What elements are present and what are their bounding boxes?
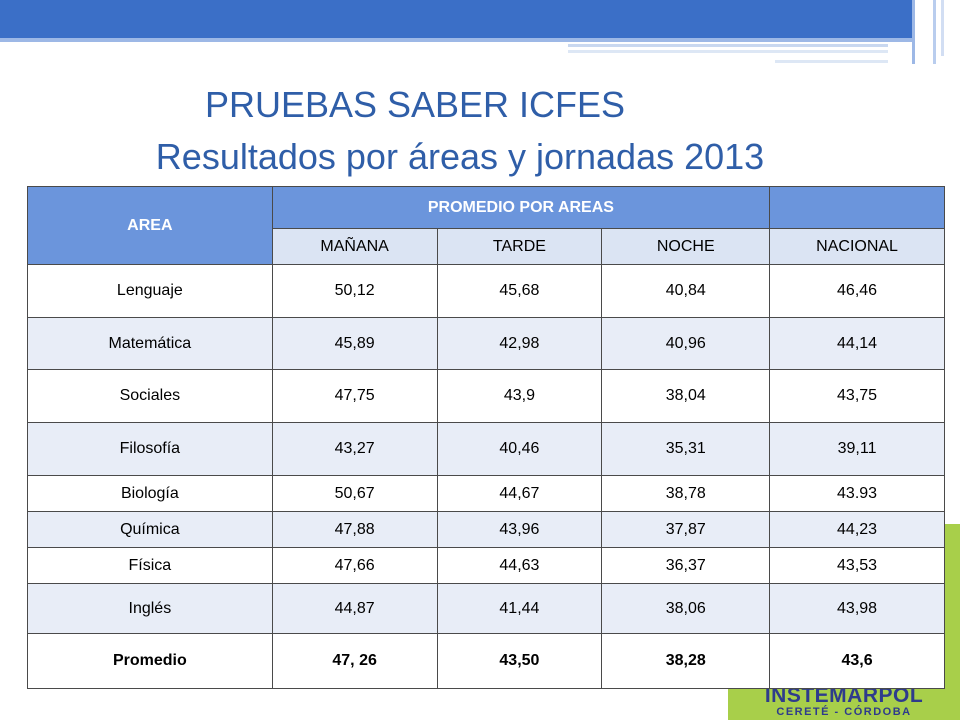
value-cell: 46,46 bbox=[769, 264, 945, 318]
value-cell: 47,88 bbox=[271, 511, 438, 548]
value-cell: 47,75 bbox=[271, 369, 438, 423]
area-cell: Filosofía bbox=[27, 422, 273, 476]
side-decorative-line bbox=[912, 0, 915, 64]
value-cell: 38,04 bbox=[601, 369, 771, 423]
value-cell: 35,31 bbox=[601, 422, 771, 476]
value-cell: 44,23 bbox=[769, 511, 945, 548]
total-value: 43,50 bbox=[436, 633, 603, 689]
table-row: Física 47,66 44,63 36,37 43,53 bbox=[27, 547, 945, 584]
header-nacional: NACIONAL bbox=[769, 228, 945, 265]
table-row: Biología 50,67 44,67 38,78 43.93 bbox=[27, 475, 945, 512]
header-noche: NOCHE bbox=[601, 228, 771, 265]
value-cell: 44,14 bbox=[769, 317, 945, 370]
total-value: 43,6 bbox=[769, 633, 945, 689]
value-cell: 43,9 bbox=[436, 369, 603, 423]
table-row: Lenguaje 50,12 45,68 40,84 46,46 bbox=[27, 264, 945, 318]
table-row: Química 47,88 43,96 37,87 44,23 bbox=[27, 511, 945, 548]
table-row: Sociales 47,75 43,9 38,04 43,75 bbox=[27, 369, 945, 423]
logo-location: CERETÉ - CÓRDOBA bbox=[776, 706, 912, 718]
area-cell: Biología bbox=[27, 475, 273, 512]
table-row: Inglés 44,87 41,44 38,06 43,98 bbox=[27, 583, 945, 634]
value-cell: 50,67 bbox=[271, 475, 438, 512]
slide-title: PRUEBAS SABER ICFES bbox=[204, 84, 626, 125]
total-label: Promedio bbox=[27, 633, 273, 689]
total-value: 38,28 bbox=[601, 633, 771, 689]
header-empty-cell bbox=[769, 186, 945, 229]
value-cell: 40,84 bbox=[601, 264, 771, 318]
header-area: AREA bbox=[27, 186, 273, 265]
area-cell: Química bbox=[27, 511, 273, 548]
value-cell: 43,98 bbox=[769, 583, 945, 634]
value-cell: 43.93 bbox=[769, 475, 945, 512]
value-cell: 44,67 bbox=[436, 475, 603, 512]
value-cell: 42,98 bbox=[436, 317, 603, 370]
header-tarde: TARDE bbox=[436, 228, 603, 265]
table-header-row: AREA PROMEDIO POR AREAS bbox=[27, 186, 945, 265]
value-cell: 43,96 bbox=[436, 511, 603, 548]
table-subheader-row: MAÑANA TARDE NOCHE NACIONAL bbox=[28, 228, 945, 265]
value-cell: 50,12 bbox=[271, 264, 438, 318]
value-cell: 37,87 bbox=[601, 511, 771, 548]
top-decorative-stripe bbox=[0, 38, 912, 42]
value-cell: 44,87 bbox=[271, 583, 438, 634]
area-cell: Inglés bbox=[27, 583, 273, 634]
logo-name: INSTEMARPOL bbox=[764, 684, 924, 707]
table-row: Filosofía 43,27 40,46 35,31 39,11 bbox=[27, 422, 945, 476]
value-cell: 44,63 bbox=[436, 547, 603, 584]
area-cell: Física bbox=[27, 547, 273, 584]
value-cell: 36,37 bbox=[601, 547, 771, 584]
area-cell: Lenguaje bbox=[27, 264, 273, 318]
side-decorative-line bbox=[933, 0, 936, 64]
slide-subtitle: Resultados por áreas y jornadas 2013 bbox=[155, 136, 765, 177]
results-table: AREA PROMEDIO POR AREAS MAÑANA TARDE NOC… bbox=[27, 186, 945, 689]
top-decorative-bar bbox=[0, 0, 912, 38]
value-cell: 40,46 bbox=[436, 422, 603, 476]
value-cell: 41,44 bbox=[436, 583, 603, 634]
area-cell: Sociales bbox=[27, 369, 273, 423]
value-cell: 38,06 bbox=[601, 583, 771, 634]
top-decorative-stripe bbox=[568, 44, 888, 47]
value-cell: 38,78 bbox=[601, 475, 771, 512]
page-number: 5 bbox=[917, 6, 928, 25]
side-decorative-line bbox=[941, 0, 944, 56]
value-cell: 40,96 bbox=[601, 317, 771, 370]
header-manana: MAÑANA bbox=[271, 228, 438, 265]
value-cell: 43,27 bbox=[271, 422, 438, 476]
table-total-row: Promedio 47, 26 43,50 38,28 43,6 bbox=[27, 633, 945, 689]
value-cell: 45,89 bbox=[271, 317, 438, 370]
total-value: 47, 26 bbox=[271, 633, 438, 689]
value-cell: 43,75 bbox=[769, 369, 945, 423]
value-cell: 45,68 bbox=[436, 264, 603, 318]
value-cell: 47,66 bbox=[271, 547, 438, 584]
top-decorative-stripe bbox=[775, 60, 888, 63]
area-cell: Matemática bbox=[27, 317, 273, 370]
value-cell: 39,11 bbox=[769, 422, 945, 476]
header-promedio-por-areas: PROMEDIO POR AREAS bbox=[271, 186, 771, 229]
table-row: Matemática 45,89 42,98 40,96 44,14 bbox=[27, 317, 945, 370]
top-decorative-stripe bbox=[568, 50, 888, 53]
value-cell: 43,53 bbox=[769, 547, 945, 584]
